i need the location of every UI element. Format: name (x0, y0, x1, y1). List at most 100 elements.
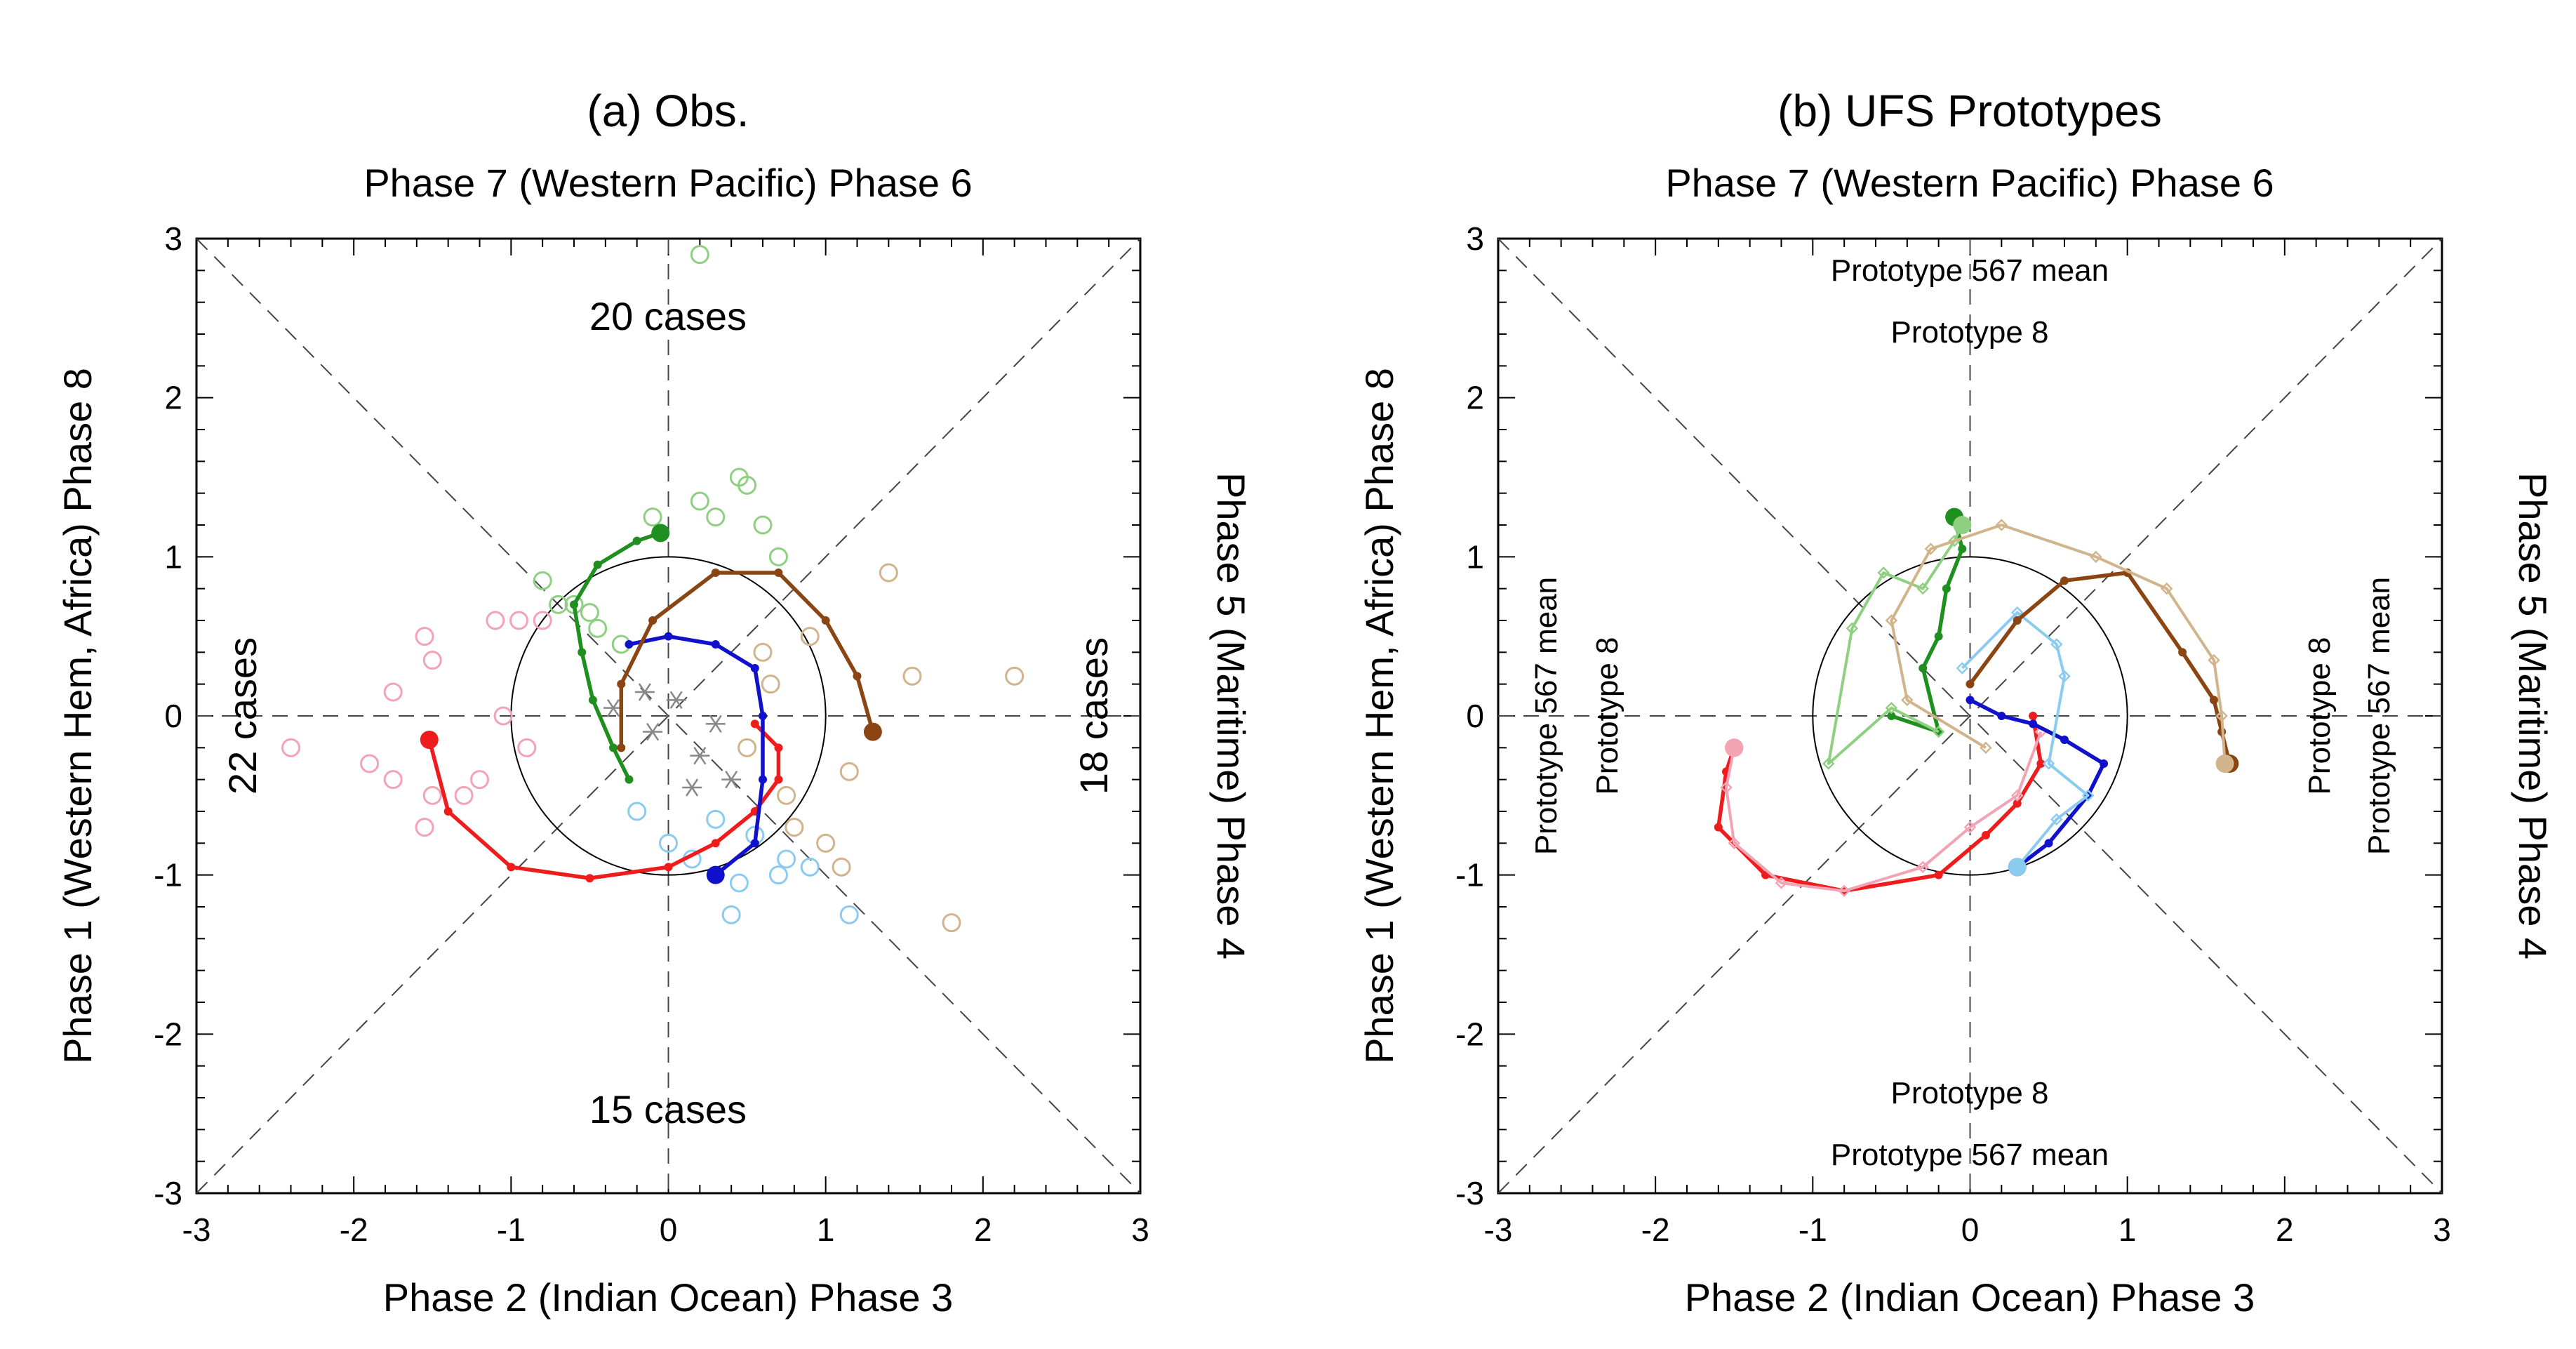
x-tick-label: -3 (1484, 1211, 1513, 1248)
panel-b-x-label: Phase 2 (Indian Ocean) Phase 3 (1685, 1275, 2255, 1320)
panel-a-title: (a) Obs. (587, 86, 749, 136)
trajectory-marker-brown (648, 616, 658, 625)
trajectory-marker-brown (1966, 679, 1975, 689)
scatter-point-pink (454, 785, 474, 805)
scatter-point-lightgreen (690, 491, 709, 511)
trajectory-marker-green (625, 775, 634, 784)
scatter-point-lightgreen (549, 594, 568, 614)
trajectory-marker-green (588, 696, 597, 705)
trajectory-marker-pink (1916, 860, 1930, 874)
y-tick-label: 0 (164, 698, 182, 734)
trajectory-marker-tan (1924, 543, 1937, 555)
y-tick-label: -2 (154, 1016, 182, 1052)
panel-a-top-label: Phase 7 (Western Pacific) Phase 6 (363, 161, 972, 205)
scatter-point-pink (383, 682, 403, 702)
scatter-point-pink (509, 611, 529, 630)
trajectory-marker-tan (2090, 550, 2102, 564)
trajectory-pink (1725, 731, 2043, 893)
scatter-point-lightgreen (588, 618, 608, 638)
scatter-point-lightgreen (768, 547, 788, 566)
label-green-567-mean: Prototype 567 mean (1831, 253, 2109, 288)
scatter-point-lightblue (800, 857, 820, 877)
scatter-point-tan (879, 563, 898, 583)
trajectory-end-brown (863, 722, 882, 741)
trajectory-marker-blue (625, 640, 634, 649)
trajectory-marker-pink (1720, 781, 1733, 794)
trajectory-marker-tan (2160, 582, 2173, 595)
trajectory-marker-pink (1963, 820, 1977, 834)
y-tick-label: -3 (154, 1175, 182, 1211)
scatter-point-lightgreen (738, 475, 757, 495)
trajectory-marker-blue (2100, 759, 2109, 768)
scatter-point-lightgreen (706, 507, 726, 527)
trajectory-marker-red (664, 863, 673, 872)
trajectory-marker-red (2013, 799, 2022, 808)
x-tick-label: 0 (1961, 1211, 1980, 1248)
trajectory-marker-red (750, 719, 759, 729)
panel-b-title: (b) UFS Prototypes (1777, 86, 2162, 136)
y-tick-label: 3 (164, 220, 182, 257)
trajectory-marker-pink (2010, 789, 2024, 802)
scatter-point-pink (383, 770, 403, 790)
scatter-point-tan (942, 913, 961, 933)
scatter-point-tan (753, 642, 773, 662)
trajectory-marker-tan (1885, 614, 1898, 627)
trajectory-tan (1890, 524, 2227, 764)
panel-b-right-label: Phase 5 (Maritime) Phase 4 (2511, 472, 2555, 959)
label-brown-567-mean: Prototype 567 mean (2362, 577, 2396, 855)
trajectory-marker-green (578, 648, 587, 657)
trajectory-end-tan (2215, 755, 2234, 773)
trajectory-marker-green (1958, 545, 1967, 553)
trajectory-marker-lightblue (2058, 670, 2071, 683)
x-tick-label: 3 (2433, 1211, 2451, 1248)
trajectory-marker-blue (750, 839, 759, 848)
label-blue-567-mean: Prototype 567 mean (1831, 1138, 2109, 1172)
trajectory-end-red (420, 731, 439, 749)
label-pink-prototype-8: Prototype 8 (1590, 637, 1624, 795)
scatter-star-point (690, 746, 710, 765)
trajectory-marker-blue (759, 775, 767, 784)
scatter-point-pink (360, 754, 380, 773)
trajectory-marker-red (1981, 831, 1990, 839)
trajectory-red (427, 722, 781, 880)
trajectory-brown (619, 571, 875, 748)
annotation-18-cases: 18 cases (1072, 637, 1116, 795)
scatter-point-lightblue (627, 802, 647, 821)
scatter-point-pink (493, 706, 513, 726)
annotation-22-cases: 22 cases (220, 637, 265, 795)
trajectory-marker-tan (1980, 741, 1992, 755)
annotation-20-cases: 20 cases (589, 294, 747, 338)
scatter-point-tan (902, 666, 922, 686)
trajectory-lightblue (1961, 611, 2090, 868)
trajectory-marker-lightgreen (1877, 566, 1890, 579)
trajectory-end-blue (706, 865, 725, 884)
trajectory-marker-brown (711, 569, 720, 577)
trajectory-marker-lightgreen (1822, 757, 1835, 770)
scatter-point-lightblue (777, 849, 796, 869)
trajectory-end-pink (1725, 738, 1744, 757)
x-tick-label: -1 (1798, 1211, 1827, 1248)
label-tan-prototype-8: Prototype 8 (2302, 637, 2337, 795)
scatter-point-pink (415, 627, 434, 646)
trajectory-marker-blue (2060, 736, 2069, 744)
trajectory-green (572, 531, 662, 780)
trajectory-marker-brown (2178, 648, 2187, 657)
x-tick-label: 1 (817, 1211, 835, 1248)
scatter-point-lightblue (729, 873, 749, 893)
panel-a-guides (196, 238, 1141, 1194)
y-tick-label: 1 (164, 538, 182, 575)
scatter-point-lightblue (721, 905, 741, 924)
trajectory-marker-green (609, 743, 618, 752)
scatter-star-point (666, 691, 686, 710)
trajectory-marker-green (570, 600, 578, 609)
trajectory-marker-blue (2044, 839, 2053, 848)
scatter-point-tan (816, 833, 836, 853)
panel-b-top-label: Phase 7 (Western Pacific) Phase 6 (1665, 161, 2274, 205)
x-tick-label: 0 (660, 1211, 678, 1248)
scatter-point-tan (785, 818, 804, 837)
trajectory-marker-red (1714, 823, 1723, 832)
diagonal-line (1497, 238, 2443, 1194)
trajectory-marker-brown (2060, 576, 2069, 585)
trajectory-marker-blue (664, 632, 673, 641)
